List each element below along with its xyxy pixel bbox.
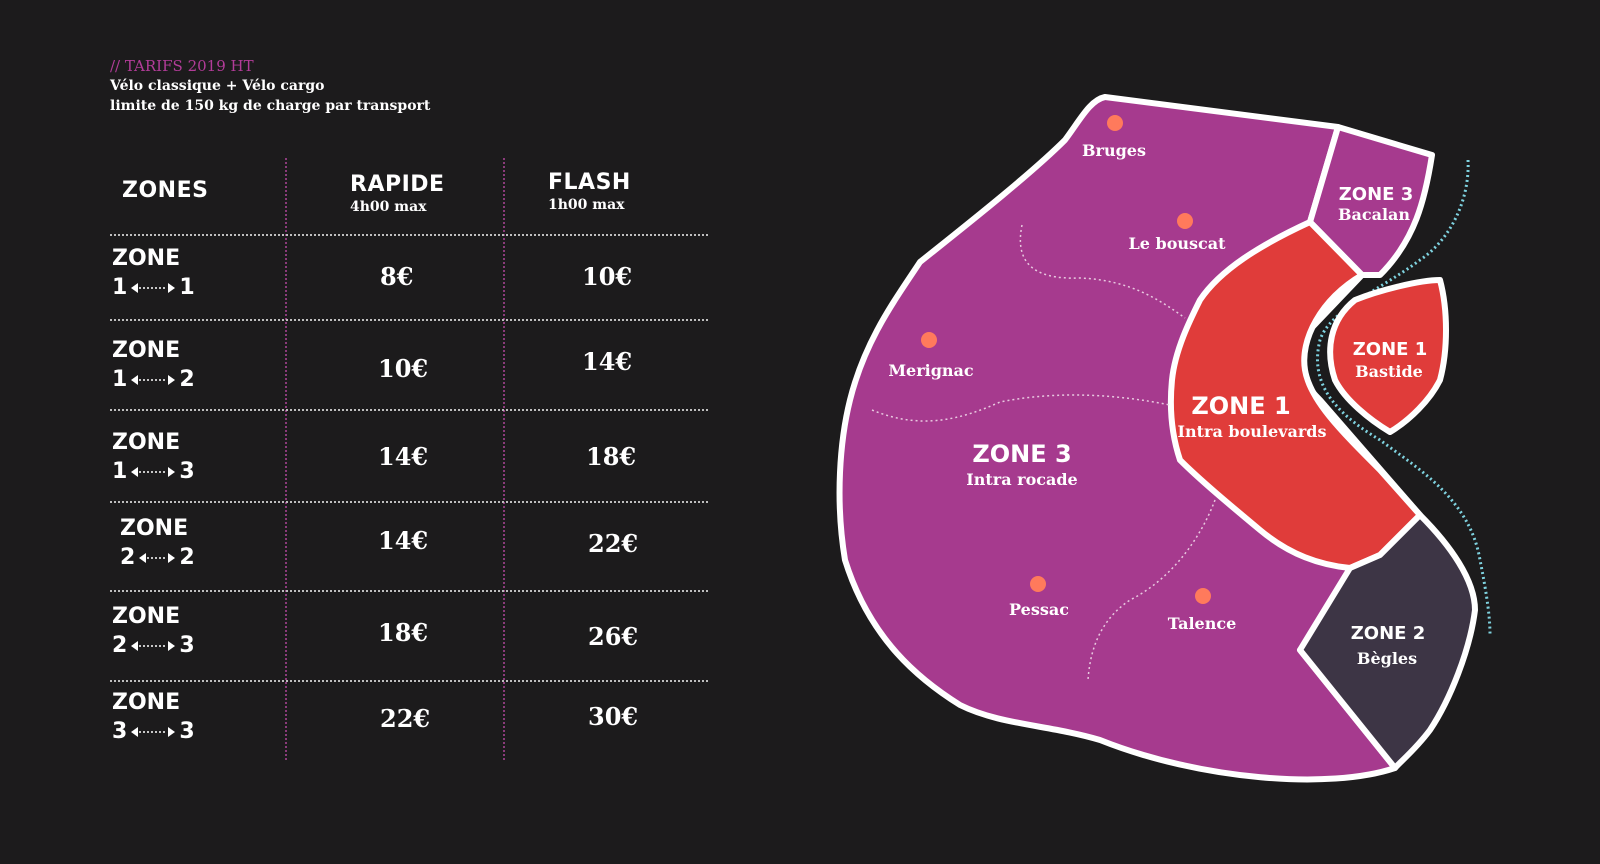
zone-from: 2 [120, 545, 136, 570]
row-divider [110, 409, 708, 411]
zone-row-label: ZONE [120, 516, 189, 541]
double-arrow-icon [131, 640, 176, 652]
zone-from: 1 [112, 459, 128, 484]
place-label-lebouscat: Le bouscat [1129, 234, 1227, 253]
zone-row-label: ZONE [112, 690, 181, 715]
zone-to: 1 [179, 275, 195, 300]
row-divider [110, 501, 708, 503]
price-rapide: 14€ [378, 526, 429, 555]
zone-3-bacalan-title: ZONE 3 [1339, 184, 1414, 205]
river-line [1316, 159, 1492, 636]
price-rapide: 10€ [378, 354, 429, 383]
zone-from: 1 [112, 367, 128, 392]
zone-to: 3 [179, 459, 195, 484]
zone-route: 2 3 [112, 632, 195, 660]
header: // TARIFS 2019 HT Vélo classique + Vélo … [110, 56, 430, 116]
zone-to: 2 [179, 367, 195, 392]
column-header-flash: FLASH 1h00 max [548, 170, 631, 213]
flash-header-sub: 1h00 max [548, 197, 625, 213]
zone-from: 1 [112, 275, 128, 300]
zone-3-bacalan-area [1307, 124, 1435, 278]
table-row-zone-cell: ZONE 1 3 [112, 428, 195, 486]
double-arrow-icon [131, 282, 176, 294]
boundary-dotted [1019, 224, 1186, 319]
zone-row-label: ZONE [112, 338, 181, 363]
table-row-zone-cell: ZONE 2 3 [112, 602, 195, 660]
place-marker-icon [1107, 115, 1123, 131]
zone-1-intra-boulevards-area [1167, 219, 1423, 571]
zone-to: 3 [179, 719, 195, 744]
place-marker-icon [1177, 213, 1193, 229]
zone-route: 1 3 [112, 458, 195, 486]
price-rapide: 8€ [380, 262, 414, 291]
table-row-zone-cell: ZONE 3 3 [112, 688, 195, 746]
double-arrow-icon [131, 374, 176, 386]
place-label-pessac: Pessac [1009, 600, 1069, 619]
column-header-rapide: RAPIDE 4h00 max [350, 172, 445, 215]
place-marker-icon [1030, 576, 1046, 592]
column-divider [285, 158, 287, 760]
tarifs-title: // TARIFS 2019 HT [110, 57, 254, 75]
zone-2-title: ZONE 2 [1351, 623, 1426, 644]
price-flash: 14€ [582, 347, 633, 376]
place-label-talence: Talence [1168, 614, 1237, 633]
zone-row-label: ZONE [112, 246, 181, 271]
price-flash: 18€ [586, 442, 637, 471]
double-arrow-icon [139, 552, 176, 564]
zone-route: 2 2 [120, 544, 195, 572]
zone-to: 3 [179, 633, 195, 658]
price-flash: 10€ [582, 262, 633, 291]
zone-1-bastide-area [1327, 277, 1449, 435]
zone-from: 2 [112, 633, 128, 658]
pricing-table: ZONES RAPIDE 4h00 max FLASH 1h00 max ZON… [110, 150, 710, 760]
row-divider [110, 590, 708, 592]
zone-1-center-title: ZONE 1 [1191, 392, 1290, 420]
zones-header-label: ZONES [122, 178, 209, 203]
price-flash: 22€ [588, 529, 639, 558]
row-divider [110, 234, 708, 236]
boundary-dotted [1087, 499, 1216, 681]
double-arrow-icon [131, 466, 176, 478]
zone-3-main-sub: Intra rocade [966, 470, 1077, 489]
zones-map: Bruges Le bouscat Merignac Pessac Talenc… [830, 80, 1530, 810]
zone-to: 2 [179, 545, 195, 570]
price-flash: 26€ [588, 622, 639, 651]
column-header-zones: ZONES [122, 178, 208, 203]
zone-route: 3 3 [112, 718, 195, 746]
price-rapide: 18€ [378, 618, 429, 647]
header-line-2: limite de 150 kg de charge par transport [110, 98, 431, 114]
zone-route: 1 2 [112, 366, 195, 394]
table-row-zone-cell: ZONE 1 1 [112, 244, 195, 302]
row-divider [110, 319, 708, 321]
rapide-header-sub: 4h00 max [350, 199, 427, 215]
place-label-bruges: Bruges [1082, 141, 1146, 160]
header-line-1: Vélo classique + Vélo cargo [110, 78, 325, 94]
column-divider [503, 158, 505, 760]
table-row-zone-cell: ZONE 1 2 [112, 336, 195, 394]
price-rapide: 14€ [378, 442, 429, 471]
zone-2-begles-area [1297, 512, 1478, 771]
zone-row-label: ZONE [112, 430, 181, 455]
map-svg: Bruges Le bouscat Merignac Pessac Talenc… [836, 94, 1492, 783]
price-rapide: 22€ [380, 704, 431, 733]
double-arrow-icon [131, 726, 176, 738]
place-label-merignac: Merignac [888, 361, 974, 380]
rapide-header-label: RAPIDE [350, 172, 445, 197]
zone-route: 1 1 [112, 274, 195, 302]
zone-1-center-sub: Intra boulevards [1178, 422, 1327, 441]
table-row-zone-cell: ZONE 2 2 [120, 514, 195, 572]
zone-from: 3 [112, 719, 128, 744]
zone-2-sub: Bègles [1357, 649, 1417, 668]
price-flash: 30€ [588, 702, 639, 731]
place-marker-icon [921, 332, 937, 348]
place-marker-icon [1195, 588, 1211, 604]
flash-header-label: FLASH [548, 170, 631, 195]
zone-3-bacalan-sub: Bacalan [1338, 205, 1410, 224]
zone-1-bastide-title: ZONE 1 [1353, 339, 1428, 360]
row-divider [110, 680, 708, 682]
zone-row-label: ZONE [112, 604, 181, 629]
zone-3-main-title: ZONE 3 [972, 440, 1071, 468]
zone-1-bastide-sub: Bastide [1355, 362, 1423, 381]
